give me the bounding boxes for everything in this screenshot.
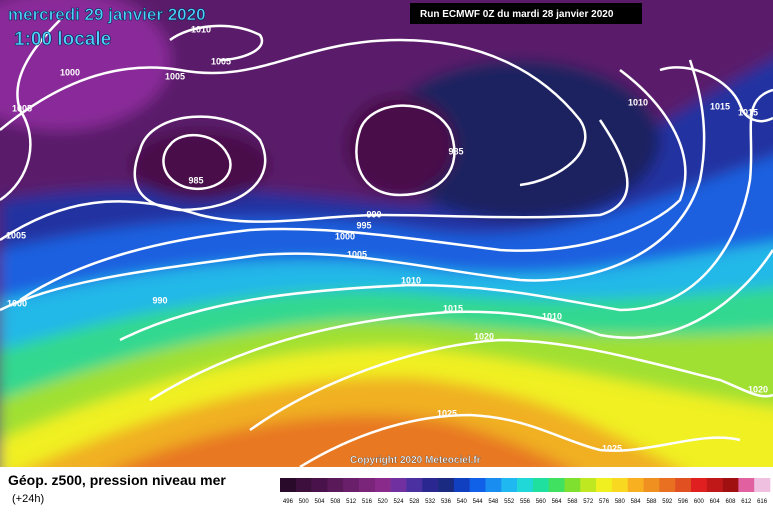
- colorbar-swatch: [738, 478, 755, 492]
- colorbar-label: 596: [678, 499, 689, 505]
- colorbar-label: 600: [694, 499, 705, 505]
- colorbar-swatch: [643, 478, 660, 492]
- colorbar-label: 588: [646, 499, 657, 505]
- isobar-label: 1005: [6, 230, 26, 240]
- isobar-label: 1015: [738, 107, 758, 117]
- colorbar-swatch: [422, 478, 439, 492]
- colorbar-label: 572: [583, 499, 594, 505]
- isobar-labels: 1010 1000 1005 1005 1005 985 985 1010 1015 1015 10…: [6, 24, 768, 453]
- colorbar-swatch: [517, 478, 534, 492]
- isobar-label: 1020: [474, 331, 494, 341]
- colorbar-label: 500: [299, 499, 310, 505]
- isobar-label: 1010: [542, 311, 562, 321]
- colorbar-swatch: [596, 478, 613, 492]
- colorbar-swatch: [311, 478, 328, 492]
- colorbar-label: 592: [662, 499, 673, 505]
- isobar-label: 1005: [165, 71, 185, 81]
- isobar-label: 1005: [211, 56, 231, 66]
- isobar-label: 1020: [748, 384, 768, 394]
- isobar-label: 1005: [12, 103, 32, 113]
- isobar-label: 1015: [443, 303, 463, 313]
- colorbar-label: 512: [346, 499, 357, 505]
- colorbar-swatch: [485, 478, 502, 492]
- colorbar-swatch: [675, 478, 692, 492]
- colorbar-label: 508: [330, 499, 341, 505]
- colorbar-label: 584: [631, 499, 642, 505]
- colorbar-swatch: [580, 478, 597, 492]
- colorbar-label: 536: [441, 499, 452, 505]
- colorbar-swatch: [754, 478, 771, 492]
- colorbar-label: 564: [552, 499, 563, 505]
- colorbar-label: 608: [725, 499, 736, 505]
- colorbar-swatch: [469, 478, 486, 492]
- isobar-label: 1005: [347, 249, 367, 259]
- colorbar-swatch: [374, 478, 391, 492]
- colorbar-swatch: [438, 478, 455, 492]
- colorbar-label: 576: [599, 499, 610, 505]
- colorbar-swatch: [706, 478, 723, 492]
- colorbar-label: 616: [757, 499, 768, 505]
- colorbar-swatch: [295, 478, 312, 492]
- isobars: [0, 19, 773, 467]
- colorbar-label: 532: [425, 499, 436, 505]
- run-box: [410, 3, 642, 24]
- colorbar-label: 528: [409, 499, 420, 505]
- colorbar-label: 568: [567, 499, 578, 505]
- colorbar-label: 524: [394, 499, 405, 505]
- colorbar-label: 504: [315, 499, 326, 505]
- colorbar-swatch: [280, 478, 297, 492]
- colorbar-swatch: [690, 478, 708, 492]
- isobar-label: 1000: [60, 67, 80, 77]
- colorbar-label: 540: [457, 499, 468, 505]
- colorbar-swatch: [548, 478, 565, 492]
- colorbar-swatch: [406, 478, 423, 492]
- colorbar-label: 552: [504, 499, 515, 505]
- copyright: Copyright 2020 Meteociel.fr: [350, 455, 481, 466]
- isobar-label: 1010: [628, 97, 648, 107]
- isobar-label: 985: [188, 175, 203, 185]
- isobar-label: 1010: [191, 24, 211, 34]
- colorbar-swatch: [453, 478, 470, 492]
- colorbar-swatch: [327, 478, 344, 492]
- colorbar-label: 516: [362, 499, 373, 505]
- isobar-label: 1000: [335, 231, 355, 241]
- isobar-label: 1000: [7, 298, 27, 308]
- isobar-label: 990: [366, 209, 381, 219]
- legend-subtitle: (+24h): [12, 493, 44, 505]
- colorbar-label: 544: [473, 499, 484, 505]
- colorbar-swatch: [343, 478, 360, 492]
- colorbar-label: 496: [283, 499, 294, 505]
- colorbar-swatch: [627, 478, 644, 492]
- legend-title: Géop. z500, pression niveau mer: [8, 472, 226, 488]
- isobar-label: 1025: [602, 443, 622, 453]
- isobar-label: 1015: [710, 101, 730, 111]
- isobar-label: 985: [448, 146, 463, 156]
- map-date: mercredi 29 janvier 2020: [8, 5, 206, 24]
- colorbar-label: 520: [378, 499, 389, 505]
- isobar-label: 1010: [401, 275, 421, 285]
- run-info: Run ECMWF 0Z du mardi 28 janvier 2020: [420, 9, 614, 20]
- colorbar-swatch: [659, 478, 676, 492]
- map-field: 1010 1000 1005 1005 1005 985 985 1010 1015 1015 10…: [0, 0, 773, 467]
- colorbar-swatch: [501, 478, 518, 492]
- map-time: 1:00 locale: [14, 29, 111, 50]
- isobar-label: 1025: [437, 408, 457, 418]
- colorbar-swatch: [359, 478, 376, 492]
- colorbar: 496 500 504 508 512 516 520 524 528 532 536 540 544 5…: [280, 478, 771, 505]
- colorbar-swatch: [390, 478, 407, 492]
- colorbar-label: 548: [488, 499, 499, 505]
- colorbar-label: 580: [615, 499, 626, 505]
- colorbar-label: 556: [520, 499, 531, 505]
- colorbar-swatch: [611, 478, 629, 492]
- colorbar-swatch: [564, 478, 581, 492]
- isobar-label: 995: [356, 220, 371, 230]
- colorbar-label: 560: [536, 499, 547, 505]
- colorbar-swatch: [722, 478, 739, 492]
- colorbar-label: 604: [710, 499, 721, 505]
- colorbar-label: 612: [741, 499, 752, 505]
- isobar-label: 990: [152, 295, 167, 305]
- colorbar-swatch: [532, 478, 550, 492]
